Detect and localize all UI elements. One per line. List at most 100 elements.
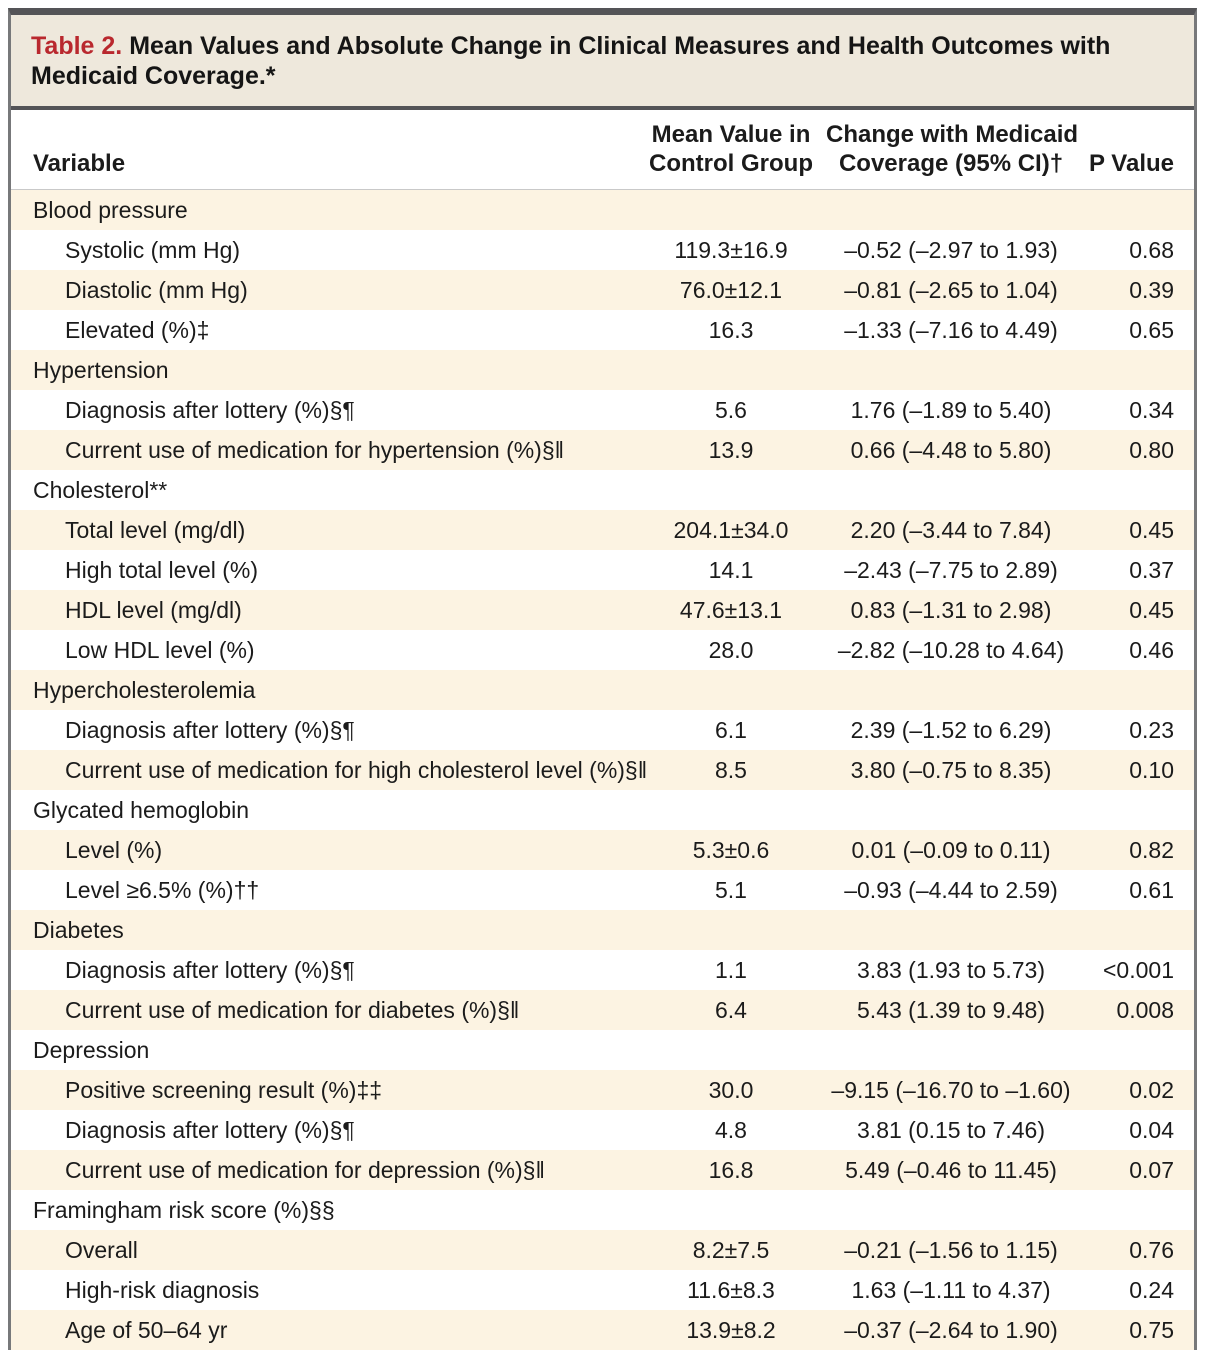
table-row: Diagnosis after lottery (%)§¶ 1.1 3.83 (… <box>11 950 1194 990</box>
table-row: Low HDL level (%) 28.0 –2.82 (–10.28 to … <box>11 630 1194 670</box>
row-variable-label: High-risk diagnosis <box>65 1277 260 1303</box>
row-p-value: 0.008 <box>1116 997 1174 1023</box>
table-title-band: Table 2. Mean Values and Absolute Change… <box>11 15 1194 110</box>
row-variable-label: Hypercholesterolemia <box>33 677 256 703</box>
row-variable-label: Glycated hemoglobin <box>33 797 250 823</box>
row-variable-label: Age of 50–64 yr <box>65 1317 228 1343</box>
row-mean-value: 28.0 <box>708 637 754 663</box>
row-mean-value <box>636 470 826 510</box>
row-mean-value: 14.1 <box>708 557 754 583</box>
column-header-p-value: P Value <box>1076 110 1194 190</box>
row-mean-value: 5.3±0.6 <box>692 837 770 863</box>
row-variable-label: Depression <box>33 1037 150 1063</box>
row-change-value: –0.81 (–2.65 to 1.04) <box>844 277 1058 303</box>
row-p-value: 0.76 <box>1129 1237 1174 1263</box>
row-mean-value: 13.9 <box>708 437 754 463</box>
row-change-value: 0.01 (–0.09 to 0.11) <box>851 837 1051 863</box>
row-p-value: <0.001 <box>1103 957 1174 983</box>
table-row: Diagnosis after lottery (%)§¶ 4.8 3.81 (… <box>11 1110 1194 1150</box>
row-mean-value: 30.0 <box>708 1077 754 1103</box>
row-change-value <box>826 670 1076 710</box>
row-p-value: 0.24 <box>1129 1277 1174 1303</box>
row-variable-label: Framingham risk score (%)§§ <box>33 1197 335 1223</box>
row-change-value: –1.33 (–7.16 to 4.49) <box>844 317 1058 343</box>
row-variable-label: Cholesterol** <box>33 477 168 503</box>
table-row: High-risk diagnosis 11.6±8.3 1.63 (–1.11… <box>11 1270 1194 1310</box>
row-variable-label: Hypertension <box>33 357 169 383</box>
row-p-value: 0.68 <box>1129 237 1174 263</box>
table-title-text: Mean Values and Absolute Change in Clini… <box>31 32 1111 90</box>
row-change-value: –0.21 (–1.56 to 1.15) <box>844 1237 1058 1263</box>
row-variable-label: Total level (mg/dl) <box>65 517 246 543</box>
table-row: Overall 8.2±7.5 –0.21 (–1.56 to 1.15) 0.… <box>11 1230 1194 1270</box>
row-change-value: 0.83 (–1.31 to 2.98) <box>850 597 1052 623</box>
table-row: Positive screening result (%)‡‡ 30.0 –9.… <box>11 1070 1194 1110</box>
row-variable-label: Blood pressure <box>33 197 188 223</box>
row-mean-value: 204.1±34.0 <box>673 517 789 543</box>
row-p-value: 0.80 <box>1129 437 1174 463</box>
row-mean-value: 16.3 <box>708 317 754 343</box>
row-variable-label: Level ≥6.5% (%)†† <box>65 877 260 903</box>
row-p-value <box>1076 1030 1194 1070</box>
row-variable-label: Current use of medication for diabetes (… <box>65 997 520 1023</box>
mean-header-line2: Control Group <box>649 150 813 177</box>
row-change-value <box>826 470 1076 510</box>
row-change-value <box>826 190 1076 231</box>
row-mean-value <box>636 910 826 950</box>
row-p-value: 0.46 <box>1129 637 1174 663</box>
row-change-value: 1.76 (–1.89 to 5.40) <box>850 397 1052 423</box>
table-row: Blood pressure <box>11 189 1194 231</box>
row-p-value: 0.45 <box>1129 597 1174 623</box>
row-mean-value: 8.5 <box>715 757 747 783</box>
table-row: Hypercholesterolemia <box>11 670 1194 710</box>
table-header: Variable Mean Value in Control Group Cha… <box>11 110 1194 190</box>
row-p-value <box>1076 790 1194 830</box>
table-row: Framingham risk score (%)§§ <box>11 1190 1194 1230</box>
row-mean-value: 47.6±13.1 <box>679 597 783 623</box>
row-variable-label: Systolic (mm Hg) <box>65 237 241 263</box>
column-header-mean-value: Mean Value in Control Group <box>636 110 826 190</box>
row-change-value: 0.66 (–4.48 to 5.80) <box>850 437 1052 463</box>
row-mean-value <box>636 670 826 710</box>
row-mean-value: 5.6 <box>715 397 747 423</box>
row-change-value <box>826 1190 1076 1230</box>
row-variable-label: Diastolic (mm Hg) <box>65 277 248 303</box>
row-variable-label: Overall <box>65 1237 138 1263</box>
row-change-value: 5.43 (1.39 to 9.48) <box>857 997 1045 1023</box>
table-row: High total level (%) 14.1 –2.43 (–7.75 t… <box>11 550 1194 590</box>
row-mean-value: 5.1 <box>715 877 747 903</box>
row-variable-label: Current use of medication for depression… <box>65 1157 545 1183</box>
row-mean-value <box>636 350 826 390</box>
table-row: HDL level (mg/dl) 47.6±13.1 0.83 (–1.31 … <box>11 590 1194 630</box>
row-change-value: 5.49 (–0.46 to 11.45) <box>845 1157 1057 1183</box>
row-p-value <box>1076 350 1194 390</box>
row-mean-value: 11.6±8.3 <box>687 1277 775 1303</box>
row-mean-value: 76.0±12.1 <box>679 277 783 303</box>
row-change-value: 3.81 (0.15 to 7.46) <box>857 1117 1045 1143</box>
row-change-value: 3.83 (1.93 to 5.73) <box>857 957 1045 983</box>
row-variable-label: Diagnosis after lottery (%)§¶ <box>65 1117 355 1143</box>
table-row: Elevated (%)‡ 16.3 –1.33 (–7.16 to 4.49)… <box>11 310 1194 350</box>
table-row: Cholesterol** <box>11 470 1194 510</box>
row-variable-label: Current use of medication for high chole… <box>65 757 648 783</box>
row-p-value <box>1076 910 1194 950</box>
table-row: Age of 50–64 yr 13.9±8.2 –0.37 (–2.64 to… <box>11 1310 1194 1350</box>
row-variable-label: Diagnosis after lottery (%)§¶ <box>65 717 355 743</box>
row-mean-value: 16.8 <box>708 1157 754 1183</box>
row-p-value: 0.04 <box>1129 1117 1174 1143</box>
row-change-value: 3.80 (–0.75 to 8.35) <box>850 757 1052 783</box>
column-header-variable: Variable <box>11 110 636 190</box>
row-change-value <box>826 1030 1076 1070</box>
table-row: Level ≥6.5% (%)†† 5.1 –0.93 (–4.44 to 2.… <box>11 870 1194 910</box>
row-mean-value: 13.9±8.2 <box>686 1317 776 1343</box>
row-p-value <box>1076 1190 1194 1230</box>
row-change-value: –9.15 (–16.70 to –1.60) <box>831 1077 1071 1103</box>
row-variable-label: Low HDL level (%) <box>65 637 255 663</box>
table-row: Current use of medication for high chole… <box>11 750 1194 790</box>
row-mean-value <box>636 1190 826 1230</box>
row-p-value: 0.82 <box>1129 837 1174 863</box>
row-mean-value <box>636 790 826 830</box>
row-variable-label: High total level (%) <box>65 557 259 583</box>
clinical-measures-table: Variable Mean Value in Control Group Cha… <box>11 110 1194 1350</box>
table-row: Current use of medication for hypertensi… <box>11 430 1194 470</box>
